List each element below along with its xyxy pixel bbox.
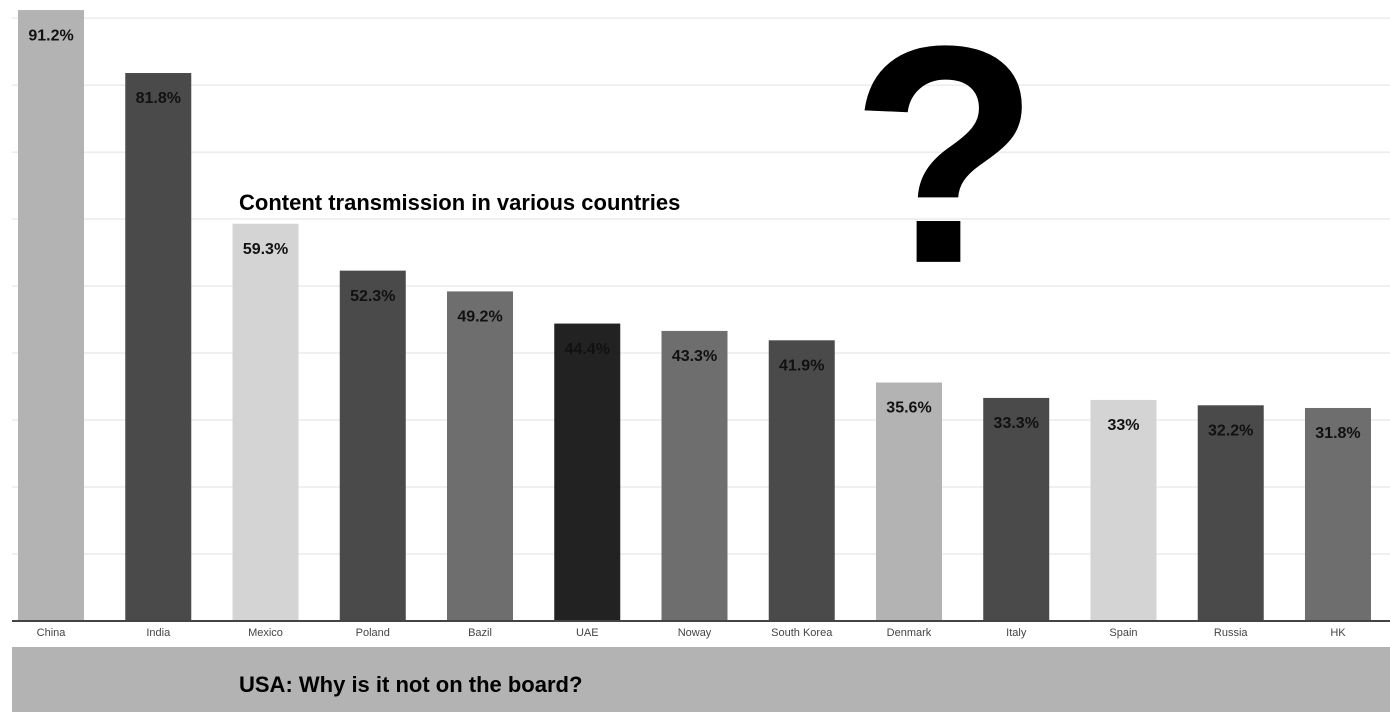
bar [554, 323, 621, 621]
bar [1304, 407, 1371, 621]
x-tick-label: Noway [678, 627, 712, 639]
x-tick-label: Poland [356, 627, 390, 639]
x-tick-label: Mexico [248, 627, 283, 639]
value-label: 32.2% [1208, 423, 1253, 440]
value-label: 49.2% [457, 309, 502, 326]
value-label: 31.8% [1315, 425, 1360, 442]
value-label: 81.8% [136, 90, 181, 107]
bar [983, 397, 1050, 621]
value-label: 59.3% [243, 241, 288, 258]
bar [1197, 405, 1264, 621]
bar [768, 340, 835, 621]
x-tick-label: Spain [1109, 627, 1137, 639]
x-tick-label: Italy [1006, 627, 1027, 639]
bar [447, 291, 514, 621]
bar [661, 330, 728, 621]
bar [232, 223, 299, 622]
value-label: 44.4% [565, 341, 610, 358]
bar [339, 270, 406, 621]
x-tick-label: India [146, 627, 171, 639]
x-tick-label: UAE [576, 627, 599, 639]
bar [1090, 399, 1157, 621]
value-label: 33.3% [994, 415, 1039, 432]
bar [875, 382, 942, 621]
x-tick-label: Bazil [468, 627, 492, 639]
x-tick-label: South Korea [771, 627, 833, 639]
x-tick-label: HK [1330, 627, 1346, 639]
value-label: 35.6% [886, 400, 931, 417]
x-tick-label: Denmark [887, 627, 932, 639]
chart-title: Content transmission in various countrie… [239, 190, 680, 215]
value-label: 33% [1107, 417, 1139, 434]
annotation: ? [850, 0, 1039, 328]
bar [18, 10, 85, 622]
x-tick-label: Russia [1214, 627, 1249, 639]
value-label: 41.9% [779, 358, 824, 375]
value-label: 43.3% [672, 348, 717, 365]
footer-banner [12, 647, 1390, 712]
x-tick-label: China [37, 627, 67, 639]
bar [125, 73, 192, 622]
value-label: 91.2% [28, 27, 73, 44]
value-label: 52.3% [350, 288, 395, 305]
footer-text: USA: Why is it not on the board? [239, 672, 582, 697]
